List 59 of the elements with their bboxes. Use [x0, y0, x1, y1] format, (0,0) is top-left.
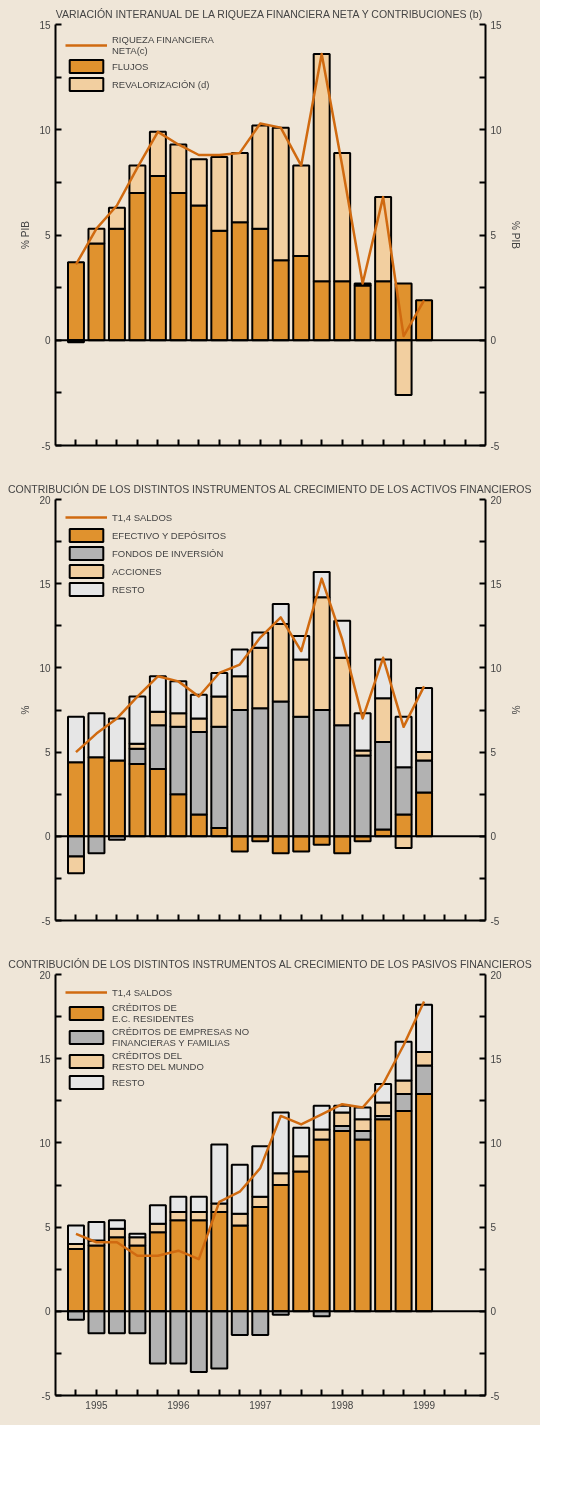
y2-tick-label: -5	[490, 440, 500, 452]
x-tick-label: 1999	[412, 1399, 436, 1411]
legend-label: CRÉDITOS DE EMPRESAS NO FINANCIERAS Y FAMILIAS	[112, 1026, 250, 1048]
y2-tick-label: 0	[490, 335, 497, 347]
chart-title: CONTRIBUCIÓN DE LOS DISTINTOS INSTRUMENTOS AL CRECIMIENTO DE LOS ACTIVOS FINANCIEROS	[7, 482, 532, 495]
legend-label: EFECTIVO Y DEPÓSITOS	[112, 529, 227, 541]
y-tick-label: 0	[44, 831, 51, 843]
y2-tick-label: -5	[490, 1390, 500, 1402]
y-tick-label: 5	[44, 1222, 51, 1234]
y2-tick-label: 10	[490, 662, 503, 674]
y2-tick-label: 10	[490, 124, 503, 136]
y-tick-label: 15	[39, 1053, 51, 1065]
x-tick-label: 1998	[331, 1399, 354, 1411]
y-tick-label: 15	[39, 19, 51, 31]
chart-title: CONTRIBUCIÓN DE LOS DISTINTOS INSTRUMENTOS AL CRECIMIENTO DE LOS PASIVOS FINANCIEROS	[8, 957, 532, 970]
legend-label: T1,4 SALDOS	[112, 511, 173, 523]
y2-tick-label: 10	[490, 1137, 503, 1149]
x-tick-label: 1995	[85, 1399, 109, 1411]
y-tick-label: 20	[39, 969, 51, 981]
y-tick-label: 0	[44, 1306, 51, 1318]
legend-label: RESTO	[112, 1076, 145, 1088]
legend-label: CRÉDITOS DE E.C. RESIDENTES	[112, 1002, 194, 1024]
y2-tick-label: -5	[490, 915, 500, 927]
y2-axis-title: %	[509, 705, 521, 715]
y2-tick-label: 5	[490, 747, 497, 759]
y-tick-label: 0	[44, 335, 51, 347]
y-tick-label: 15	[39, 578, 51, 590]
legend-label: REVALORIZACIÓN (d)	[112, 78, 210, 90]
chart-title: VARIACIÓN INTERANUAL DE LA RIQUEZA FINANCIERA NETA Y CONTRIBUCIONES (b)	[55, 7, 483, 20]
y-tick-label: -5	[41, 1390, 51, 1402]
y-tick-label: 10	[39, 1137, 51, 1149]
y2-tick-label: 15	[490, 578, 503, 590]
y-tick-label: 5	[44, 230, 51, 241]
x-tick-label: 1996	[167, 1399, 190, 1411]
y2-tick-label: 5	[490, 1222, 497, 1234]
y2-tick-label: 0	[490, 1306, 497, 1318]
legend-label: ACCIONES	[112, 565, 162, 577]
y-tick-label: 20	[39, 494, 51, 506]
legend-label: RIQUEZA FINANCIERA NETA(c)	[112, 34, 214, 56]
x-tick-label: 1997	[249, 1399, 272, 1411]
y-tick-label: 10	[39, 124, 51, 136]
legend-label: FLUJOS	[112, 60, 149, 72]
legend-label: CRÉDITOS DEL RESTO DEL MUNDO	[112, 1050, 204, 1072]
y2-axis-title: % PIB	[509, 221, 521, 250]
y-axis-title: % PIB	[20, 220, 32, 249]
y2-tick-label: 0	[490, 831, 497, 843]
y2-tick-label: 20	[490, 494, 503, 506]
y-tick-label: 5	[44, 747, 51, 759]
y2-tick-label: 20	[490, 969, 503, 981]
legend-label: T1,4 SALDOS	[112, 986, 173, 998]
legend-label: FONDOS DE INVERSIÓN	[112, 547, 224, 559]
y2-tick-label: 15	[490, 19, 503, 31]
y-axis-title: %	[20, 705, 32, 715]
y-tick-label: -5	[41, 915, 51, 927]
y-tick-label: 10	[39, 662, 51, 674]
y-tick-label: -5	[41, 440, 51, 452]
y2-tick-label: 15	[490, 1053, 503, 1065]
legend-label: RESTO	[112, 583, 145, 595]
y2-tick-label: 5	[490, 230, 497, 241]
